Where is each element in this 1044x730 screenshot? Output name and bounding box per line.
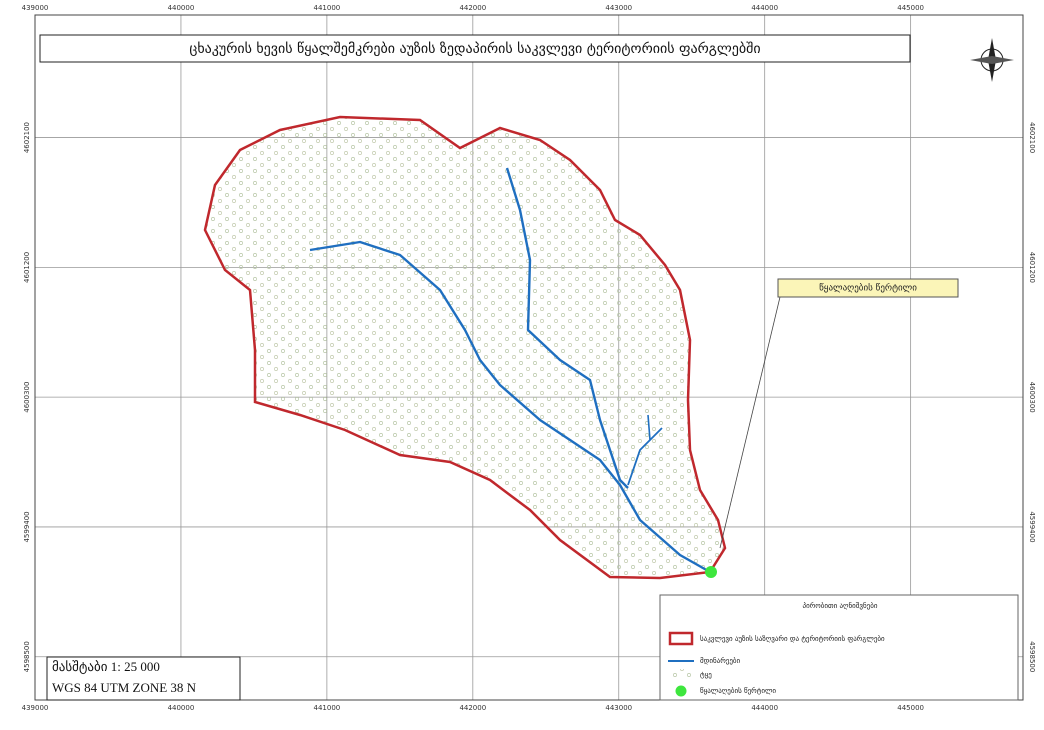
x-tick-label: 443000: [605, 4, 632, 12]
projection-text: WGS 84 UTM ZONE 38 N: [52, 680, 197, 695]
legend-item: ტყე: [700, 671, 712, 679]
legend-forest-swatch: [670, 669, 692, 678]
y-tick-label: 4601200: [1028, 252, 1036, 283]
legend-intake-swatch: [675, 685, 687, 697]
x-tick-label: 445000: [897, 704, 924, 712]
legend-item: მდინარეები: [700, 656, 741, 665]
y-tick-label: 4598500: [23, 641, 31, 672]
x-tick-label: 441000: [314, 4, 341, 12]
scale-text: მასშტაბი 1: 25 000: [52, 659, 160, 675]
callout-leader: [719, 296, 781, 549]
legend-title: პირობითი აღნიშვნები: [803, 601, 878, 610]
legend-item: წყალაღების წერტილი: [700, 686, 776, 695]
rivers: [309, 167, 711, 574]
x-tick-label: 439000: [22, 704, 49, 712]
y-tick-label: 4600300: [23, 382, 31, 413]
x-tick-label: 441000: [314, 704, 341, 712]
y-tick-label: 4599400: [23, 511, 31, 542]
intake-point: [705, 566, 717, 578]
x-tick-label: 444000: [751, 704, 778, 712]
legend-box: [659, 594, 1019, 701]
y-tick-label: 4602100: [1028, 122, 1036, 153]
y-tick-label: 4599400: [1028, 511, 1036, 542]
y-tick-label: 4602100: [23, 122, 31, 153]
x-tick-label: 439000: [22, 4, 49, 12]
title-box: [39, 34, 911, 63]
y-tick-label: 4601200: [23, 252, 31, 283]
compass: [970, 38, 1014, 82]
map-title: ცხაკურის ხევის წყალშემკრები აუზის ზედაპი…: [189, 40, 760, 57]
callout-text: წყალაღების წერტილი: [819, 283, 917, 294]
x-tick-label: 442000: [459, 704, 486, 712]
x-tick-label: 440000: [168, 704, 195, 712]
x-tick-label: 440000: [168, 4, 195, 12]
legend-boundary-swatch: [668, 631, 694, 646]
callout-box: [777, 278, 959, 298]
y-tick-label: 4600300: [1028, 382, 1036, 413]
scale-box: [46, 656, 241, 701]
legend-item: საკვლევი აუზის საზღვარი და ტერიტორიის ფა…: [700, 634, 885, 643]
map-frame: [34, 14, 1024, 701]
y-tick-label: 4598500: [1028, 641, 1036, 672]
x-tick-label: 442000: [459, 4, 486, 12]
x-tick-label: 445000: [897, 4, 924, 12]
basin-boundary: [203, 115, 727, 580]
x-tick-label: 443000: [605, 704, 632, 712]
x-tick-label: 444000: [751, 4, 778, 12]
